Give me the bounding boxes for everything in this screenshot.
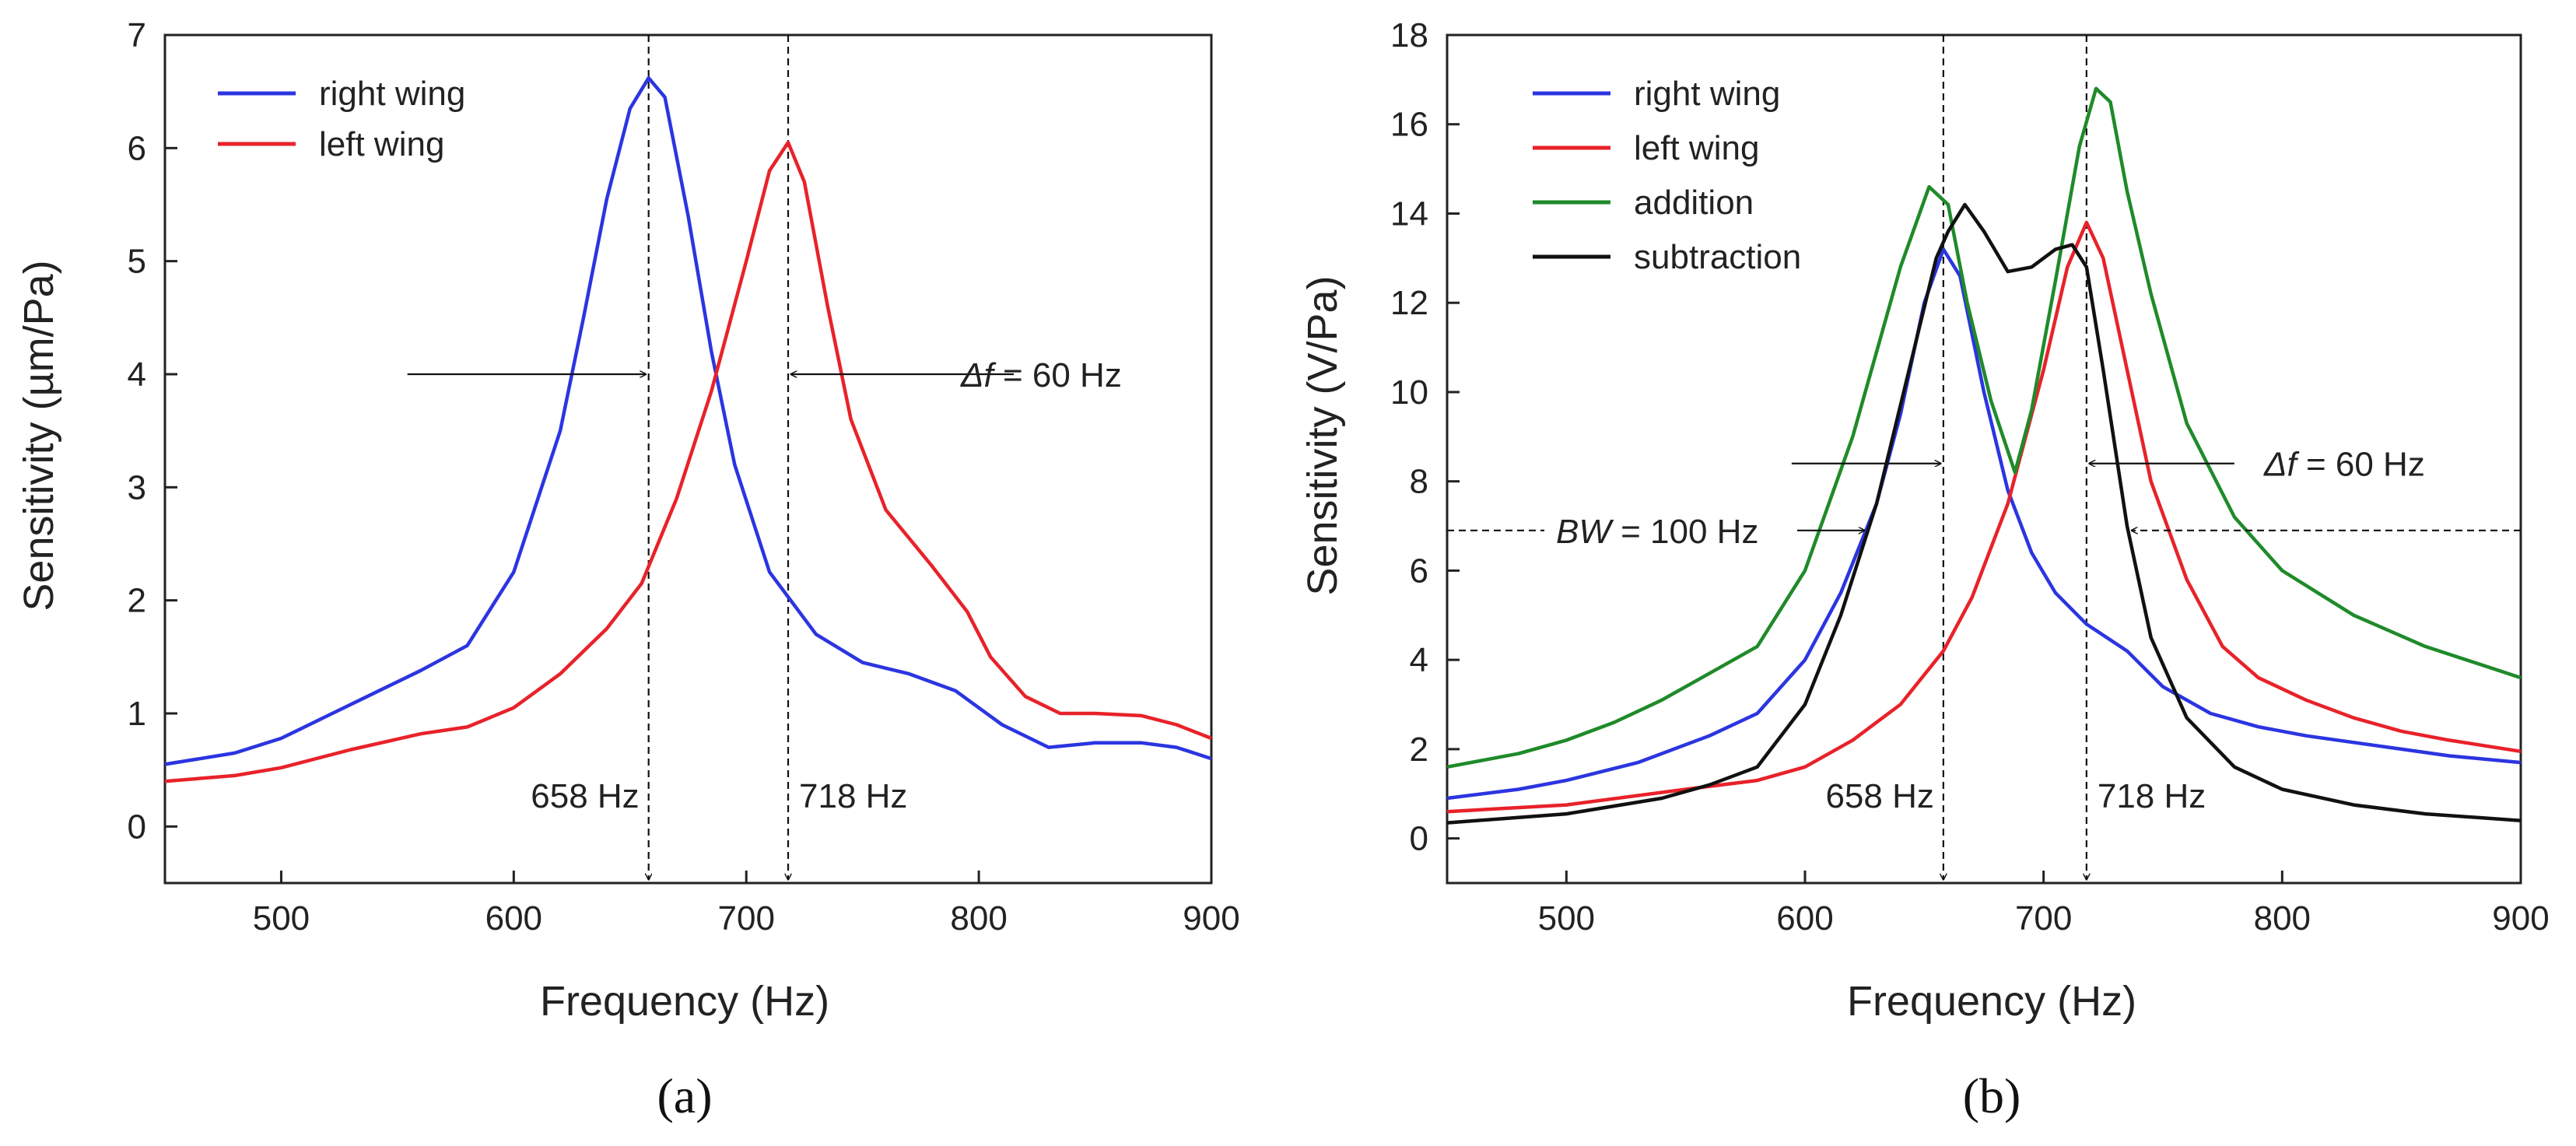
x-tick-label: 500 [253,899,310,937]
panel-a-x-axis-label: Frequency (Hz) [540,978,829,1025]
x-tick-label: 500 [1538,899,1595,937]
panel-b-annotations: Δf = 60 Hz BW = 100 Hz [1447,446,2521,551]
panel-b-x-ticks: 500 600 700 800 900 [1538,871,2550,937]
frequency-marker-label: 658 Hz [1825,777,1933,815]
x-tick-label: 800 [2254,899,2311,937]
y-tick-label: 3 [128,468,146,506]
legend-entry-label: addition [1634,184,1754,222]
y-tick-label: 0 [128,808,146,846]
panel-b-y-axis-label: Sensitivity (V/Pa) [1299,275,1346,595]
y-tick-label: 16 [1390,106,1428,144]
y-tick-label: 12 [1390,284,1428,322]
legend-entry-label: right wing [1634,75,1780,113]
panel-a-x-ticks: 500 600 700 800 900 [253,871,1240,937]
y-tick-label: 4 [1410,641,1428,679]
y-tick-label: 6 [1410,552,1428,590]
legend-entry-label: right wing [319,75,465,113]
plot-frame [163,33,1213,885]
y-tick-label: 1 [128,695,146,733]
panel-b-legend: right wing left wing addition subtraction [1533,75,1801,276]
x-tick-label: 700 [2015,899,2072,937]
delta-f-value: = 60 Hz [2297,446,2425,484]
bw-symbol: BW [1556,513,1614,551]
panel-a-plot-area: 658 Hz 718 Hz [163,33,1213,885]
plot-frame [1446,33,2522,885]
panel-b-y-ticks: 0 2 4 6 8 10 12 14 16 18 [1390,16,1460,858]
y-tick-label: 6 [128,129,146,167]
delta-f-symbol: Δf [960,356,997,394]
panel-a-y-axis-label: Sensitivity (µm/Pa) [16,260,62,611]
series-line-addition [1446,86,2522,769]
series-line-right-wing [1446,247,2522,801]
series-line-left-wing [1446,220,2522,814]
panel-b-x-axis-label: Frequency (Hz) [1847,978,2136,1025]
legend-entry-label: left wing [319,125,444,163]
y-tick-label: 5 [128,243,146,281]
panel-b-plot-area: 658 Hz 718 Hz [1446,33,2522,885]
series-line-subtraction [1446,202,2522,825]
x-tick-label: 600 [485,899,542,937]
y-tick-label: 7 [128,16,146,54]
x-tick-label: 600 [1776,899,1833,937]
y-tick-label: 18 [1390,16,1428,54]
panel-a-annotations: Δf = 60 Hz [407,356,1122,394]
y-tick-label: 2 [1410,731,1428,769]
panel-a-legend: right wing left wing [218,75,465,163]
x-tick-label: 900 [2492,899,2549,937]
x-tick-label: 700 [718,899,775,937]
frequency-marker-label: 658 Hz [531,777,639,815]
y-tick-label: 2 [128,582,146,620]
delta-f-symbol: Δf [2263,446,2301,484]
panel-a: 658 Hz 718 Hz 500 600 700 800 900 0 1 2 3 4 5 6 7 ri… [16,16,1240,1123]
bw-value: = 100 Hz [1611,513,1759,551]
x-tick-label: 800 [950,899,1007,937]
panel-a-y-ticks: 0 1 2 3 4 5 6 7 [128,16,177,846]
y-tick-label: 10 [1390,373,1428,412]
panel-b: 658 Hz 718 Hz 500 600 700 800 900 0 2 4 6 8 10 12 14… [1299,16,2550,1123]
panel-b-label: (b) [1963,1068,2021,1123]
delta-f-value: = 60 Hz [994,356,1122,394]
y-tick-label: 4 [128,356,146,394]
frequency-marker-label: 718 Hz [2098,777,2206,815]
y-tick-label: 8 [1410,463,1428,501]
series-line-right-wing [164,75,1212,766]
bw-annotation: BW = 100 Hz [1556,513,1758,551]
x-tick-label: 900 [1183,899,1239,937]
legend-entry-label: left wing [1634,129,1759,167]
y-tick-label: 0 [1410,820,1428,858]
delta-f-annotation: Δf = 60 Hz [960,356,1122,394]
frequency-marker-label: 718 Hz [799,777,907,815]
y-tick-label: 14 [1390,195,1428,233]
delta-f-annotation: Δf = 60 Hz [2263,446,2425,484]
series-line-left-wing [164,140,1212,783]
legend-entry-label: subtraction [1634,238,1801,276]
panel-a-label: (a) [657,1068,712,1123]
